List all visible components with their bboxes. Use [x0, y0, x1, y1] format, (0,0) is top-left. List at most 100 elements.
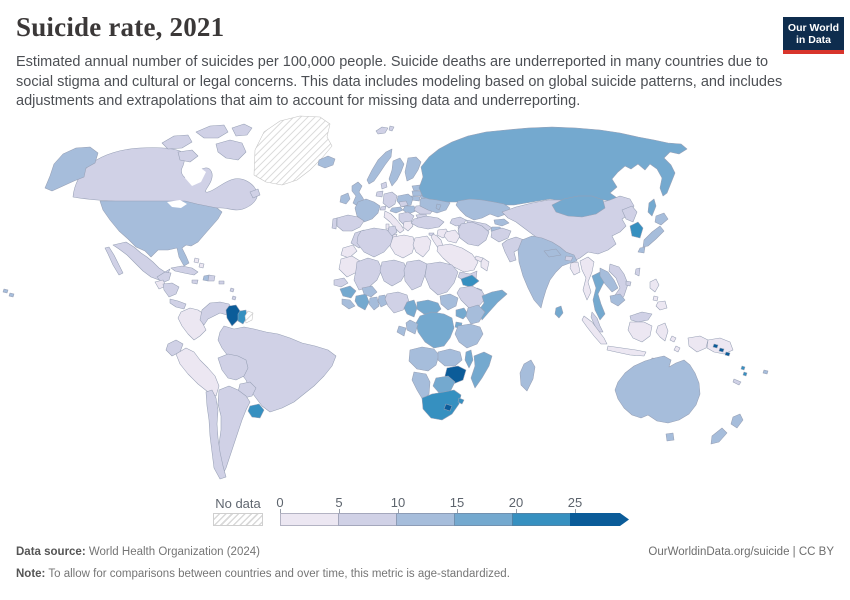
- country-libya[interactable]: [389, 234, 416, 259]
- country-bangladesh[interactable]: [569, 261, 581, 276]
- country-bahamas[interactable]: [193, 257, 200, 264]
- country-french-guiana[interactable]: [244, 310, 254, 324]
- country-germany[interactable]: [382, 191, 398, 209]
- country-zambia[interactable]: [437, 348, 463, 367]
- country-kyrgyzstan[interactable]: [493, 218, 510, 227]
- country-uae[interactable]: [474, 255, 484, 263]
- country-afghanistan[interactable]: [490, 227, 512, 243]
- legend-segment-0-5[interactable]: [280, 513, 339, 526]
- country-greenland[interactable]: [253, 115, 333, 186]
- country-lesser-antilles[interactable]: [229, 287, 235, 293]
- country-slovakia-hungary[interactable]: [402, 205, 417, 215]
- legend-segment-10-15[interactable]: [396, 513, 455, 526]
- country-suriname[interactable]: [237, 309, 248, 325]
- country-hainan[interactable]: [625, 280, 632, 287]
- country-switzerland[interactable]: [379, 205, 387, 211]
- country-tunisia[interactable]: [387, 225, 398, 237]
- country-ireland[interactable]: [339, 192, 351, 205]
- country-russia[interactable]: [418, 126, 688, 213]
- country-south-africa[interactable]: [421, 389, 462, 421]
- country-uruguay[interactable]: [247, 403, 265, 419]
- country-india[interactable]: [517, 235, 578, 309]
- country-ivory-coast[interactable]: [354, 293, 370, 311]
- country-new-zealand-north[interactable]: [730, 413, 744, 429]
- owid-url-license-link[interactable]: OurWorldinData.org/suicide | CC BY: [648, 546, 834, 558]
- country-mexico[interactable]: [112, 241, 171, 281]
- legend-color-scale[interactable]: [280, 513, 629, 526]
- country-fiji[interactable]: [762, 369, 769, 375]
- country-togo-benin[interactable]: [377, 294, 388, 308]
- country-usa-hawaii[interactable]: [2, 288, 9, 294]
- legend-segment-15-20[interactable]: [454, 513, 513, 526]
- country-japan-hokkaido[interactable]: [654, 212, 669, 226]
- legend-no-data-swatch[interactable]: [213, 513, 263, 526]
- country-saudi-arabia[interactable]: [436, 243, 479, 273]
- country-canada-island[interactable]: [195, 124, 229, 139]
- country-cambodia[interactable]: [609, 293, 626, 307]
- country-western-sahara[interactable]: [340, 244, 358, 259]
- country-australia[interactable]: [614, 355, 701, 424]
- country-colombia[interactable]: [177, 307, 207, 341]
- country-north-korea[interactable]: [621, 205, 638, 223]
- country-usa-alaska[interactable]: [44, 146, 99, 192]
- country-sudan[interactable]: [424, 261, 459, 296]
- country-greece[interactable]: [402, 220, 414, 232]
- country-portugal[interactable]: [331, 217, 338, 230]
- country-jamaica[interactable]: [191, 279, 199, 285]
- country-indonesia-moluccas[interactable]: [669, 335, 677, 343]
- country-indonesia-sumatra[interactable]: [581, 315, 608, 345]
- country-congo[interactable]: [405, 319, 419, 335]
- country-bhutan[interactable]: [564, 255, 574, 262]
- country-kazakhstan[interactable]: [455, 198, 511, 221]
- country-svalbard[interactable]: [375, 126, 389, 135]
- country-somalia[interactable]: [478, 289, 508, 321]
- country-malaysia-borneo[interactable]: [629, 311, 653, 323]
- country-svalbard[interactable]: [388, 125, 395, 132]
- country-russia-sakhalin[interactable]: [647, 198, 657, 217]
- country-central-african-republic[interactable]: [416, 299, 442, 316]
- country-burkina-faso[interactable]: [361, 285, 378, 298]
- country-peru[interactable]: [175, 347, 220, 397]
- country-vanuatu[interactable]: [740, 365, 746, 371]
- country-bolivia[interactable]: [217, 353, 249, 381]
- country-indonesia-moluccas[interactable]: [673, 345, 681, 353]
- country-canada-island[interactable]: [161, 134, 193, 150]
- country-malawi[interactable]: [464, 349, 474, 369]
- country-eritrea[interactable]: [460, 274, 480, 288]
- country-south-korea[interactable]: [629, 221, 644, 239]
- country-finland[interactable]: [404, 156, 422, 182]
- country-philippines-mindanao[interactable]: [655, 300, 668, 311]
- country-canada-island[interactable]: [177, 149, 199, 163]
- country-chad[interactable]: [403, 259, 428, 291]
- country-taiwan[interactable]: [634, 267, 641, 277]
- country-algeria[interactable]: [356, 227, 394, 258]
- country-honduras-nicaragua[interactable]: [162, 282, 180, 298]
- country-sri-lanka[interactable]: [554, 305, 564, 319]
- country-lesser-antilles[interactable]: [231, 295, 237, 301]
- country-japan-kyushu[interactable]: [637, 246, 646, 254]
- country-myanmar[interactable]: [579, 256, 595, 301]
- country-malaysia-peninsula[interactable]: [590, 311, 604, 333]
- country-guinea[interactable]: [339, 285, 357, 299]
- country-niger[interactable]: [379, 259, 408, 287]
- country-mongolia[interactable]: [551, 195, 606, 218]
- legend-segment-25-plus[interactable]: [570, 513, 629, 526]
- country-dr-congo[interactable]: [415, 311, 455, 349]
- country-turkey[interactable]: [410, 215, 445, 230]
- country-new-caledonia[interactable]: [732, 378, 742, 386]
- country-chile[interactable]: [205, 389, 227, 480]
- country-nigeria[interactable]: [384, 291, 410, 314]
- country-iceland[interactable]: [317, 155, 336, 169]
- country-solomon-islands[interactable]: [712, 343, 719, 349]
- legend-segment-20-25[interactable]: [512, 513, 571, 526]
- country-senegal[interactable]: [333, 277, 349, 288]
- country-mozambique[interactable]: [470, 351, 493, 389]
- country-gabon[interactable]: [396, 325, 407, 337]
- country-japan-honshu[interactable]: [642, 225, 665, 248]
- country-papua-new-guinea[interactable]: [706, 337, 734, 355]
- country-bahamas[interactable]: [198, 262, 205, 269]
- country-south-sudan[interactable]: [439, 293, 459, 311]
- country-kenya[interactable]: [465, 304, 486, 325]
- owid-logo[interactable]: Our World in Data: [783, 17, 844, 54]
- country-france[interactable]: [354, 198, 381, 223]
